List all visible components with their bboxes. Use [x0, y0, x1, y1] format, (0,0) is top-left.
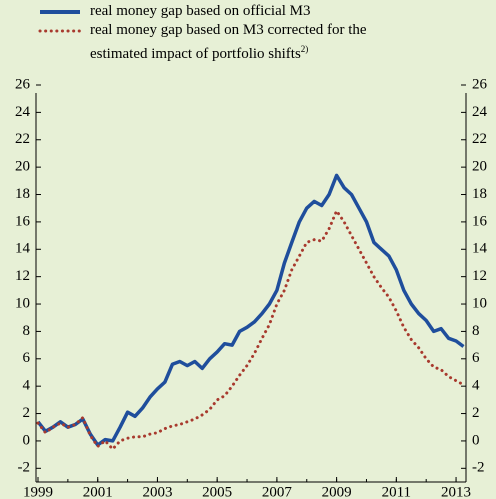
y-tick-label-right: 2 — [472, 405, 480, 421]
legend-swatch — [38, 29, 82, 33]
legend: real money gap based on official M3 real … — [38, 2, 478, 64]
y-tick-label: 26 — [15, 76, 31, 92]
x-tick-label: 2005 — [202, 484, 232, 499]
legend-entry: real money gap based on M3 corrected for… — [38, 21, 420, 64]
y-tick-label: 14 — [15, 241, 31, 257]
x-tick-label: 2009 — [322, 484, 352, 499]
y-tick-label: 10 — [15, 295, 30, 311]
x-tick-label: 2007 — [262, 484, 293, 499]
y-tick-label-right: 8 — [472, 323, 480, 339]
y-tick-label-right: 24 — [472, 104, 488, 120]
y-tick-label: 16 — [15, 213, 31, 229]
x-tick-label: 2003 — [142, 484, 172, 499]
legend-label: real money gap based on official M3 — [90, 3, 311, 19]
legend-footnote: 2) — [300, 44, 309, 54]
y-tick-label: 6 — [23, 350, 31, 366]
y-tick-label: -2 — [18, 460, 31, 476]
x-tick-label: 1999 — [23, 484, 53, 499]
legend-swatch — [40, 10, 80, 14]
y-tick-label: 12 — [15, 268, 30, 284]
x-tick-label: 2011 — [382, 484, 411, 499]
y-tick-label-right: 22 — [472, 131, 487, 147]
y-tick-label: 4 — [23, 378, 31, 394]
series-line — [36, 207, 465, 452]
y-tick-label-right: 0 — [472, 432, 480, 448]
legend-label: real money gap based on M3 corrected for… — [90, 22, 367, 62]
y-tick-label: 20 — [15, 159, 30, 175]
y-tick-label-right: 10 — [472, 295, 487, 311]
y-tick-label-right: 26 — [472, 76, 488, 92]
y-tick-label-right: 6 — [472, 350, 480, 366]
y-tick-label-right: 12 — [472, 268, 487, 284]
y-tick-label: 22 — [15, 131, 30, 147]
x-tick-label: 2001 — [83, 484, 113, 499]
y-tick-label: 24 — [15, 104, 31, 120]
series-line — [36, 173, 465, 447]
y-tick-label-right: 4 — [472, 378, 480, 394]
y-tick-label-right: 18 — [472, 186, 487, 202]
y-tick-label-right: -2 — [472, 460, 485, 476]
x-tick-label: 2013 — [441, 484, 471, 499]
y-tick-label: 18 — [15, 186, 30, 202]
y-tick-label-right: 20 — [472, 159, 487, 175]
y-tick-label-right: 16 — [472, 213, 488, 229]
y-tick-label-right: 14 — [472, 241, 488, 257]
legend-entry: real money gap based on official M3 — [38, 2, 420, 21]
y-tick-label: 0 — [23, 432, 31, 448]
y-tick-label: 2 — [23, 405, 31, 421]
y-tick-label: 8 — [23, 323, 31, 339]
